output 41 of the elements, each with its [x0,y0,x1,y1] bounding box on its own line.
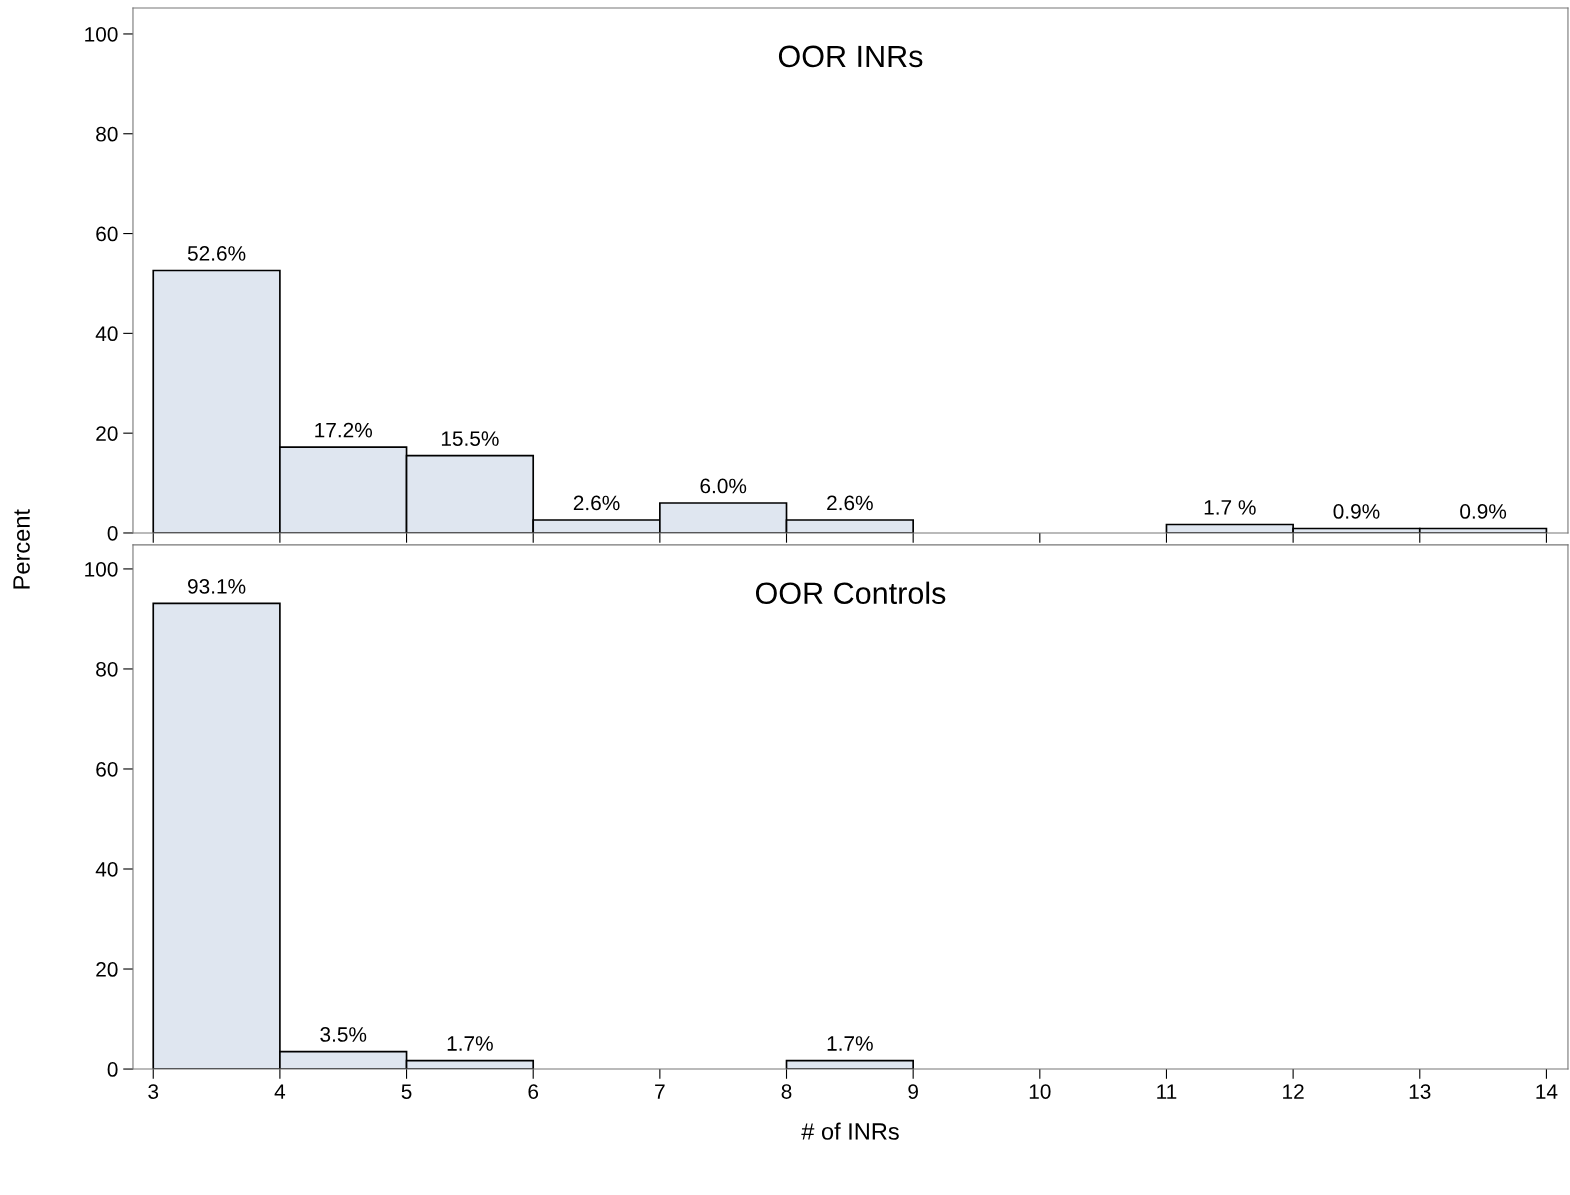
data-label: 0.9% [1460,504,1507,519]
data-label: 3.5% [320,1027,367,1042]
y-tick-label: 100 [85,26,118,42]
data-label: 17.2% [315,422,373,438]
data-label: 1.7% [447,1036,493,1051]
x-tick-label: 14 [1536,1084,1558,1099]
x-tick-label: 4 [274,1084,286,1099]
y-tick-label: 80 [96,661,118,677]
y-tick-label: 80 [96,126,118,142]
y-tick-label: 20 [96,962,118,977]
data-label: 1.7 % [1204,500,1256,515]
data-label: 0.9% [1333,504,1380,519]
y-tick-label: 20 [96,426,118,441]
data-label: 2.6% [827,495,873,511]
x-tick-label: 5 [401,1084,412,1099]
x-tick-label: 10 [1029,1084,1051,1099]
x-tick-label: 7 [655,1084,665,1099]
data-label: 15.5% [441,431,499,446]
x-tick-label: 11 [1157,1084,1177,1099]
x-tick-label: 6 [528,1084,539,1099]
data-label: 1.7% [827,1036,873,1051]
data-label: 6.0% [700,478,747,494]
data-label: 2.6% [573,495,620,511]
text: OOR Controls [755,581,946,605]
y-tick-label: 0 [107,525,118,541]
x-tick-label: 3 [148,1084,159,1099]
y-tick-label: 60 [96,226,118,242]
y-axis-title: Percent [13,509,30,589]
x-tick-label: 12 [1283,1084,1304,1099]
data-label: 93.1% [188,579,246,594]
text: OOR INRs [778,45,923,68]
y-tick-label: 0 [107,1062,118,1077]
y-tick-label: 40 [95,326,118,342]
y-tick-label: 60 [96,761,118,777]
data-label: 52.6% [187,246,246,261]
y-tick-label: 100 [85,561,118,577]
x-axis-title: # of INRs [801,1122,899,1140]
x-tick-label: 8 [781,1084,792,1099]
x-tick-label: 9 [908,1084,918,1099]
y-tick-label: 40 [95,862,118,877]
x-tick-label: 13 [1409,1084,1431,1099]
